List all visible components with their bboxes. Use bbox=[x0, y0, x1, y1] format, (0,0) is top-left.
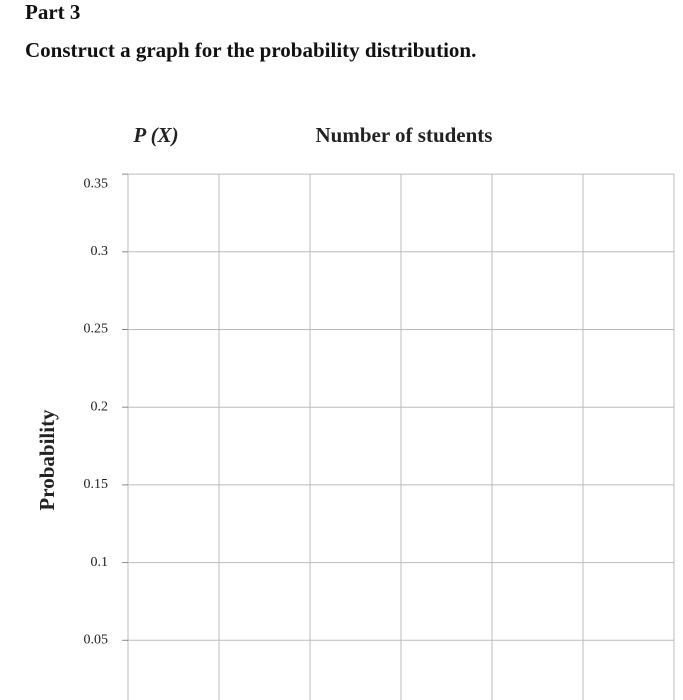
y-tick-label: 0.35 bbox=[84, 176, 109, 191]
y-tick-label: 0.25 bbox=[84, 322, 109, 337]
y-tick-label: 0.05 bbox=[84, 633, 109, 648]
y-axis-label: Probability bbox=[35, 409, 59, 511]
grid: 0.05 0.1 0.15 0.2 0.25 0.3 0.35 bbox=[84, 173, 675, 700]
y-tick-label: 0.2 bbox=[91, 399, 109, 414]
instruction: Construct a graph for the probability di… bbox=[25, 38, 477, 62]
x-title: Number of students bbox=[316, 123, 493, 147]
part-heading: Part 3 bbox=[25, 0, 81, 24]
y-tick-label: 0.15 bbox=[84, 477, 109, 492]
y-tick-label: 0.3 bbox=[91, 244, 109, 259]
y-symbol: P (X) bbox=[132, 123, 178, 147]
y-tick-label: 0.1 bbox=[91, 555, 109, 570]
